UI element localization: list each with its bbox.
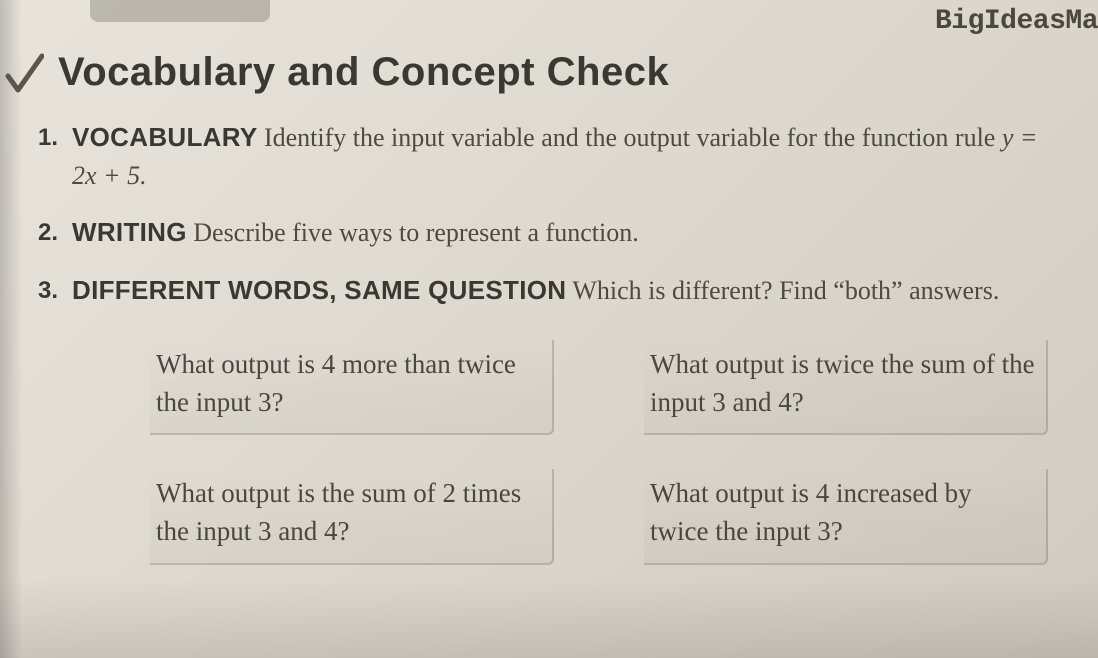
question-body: VOCABULARY Identify the input variable a… [72,119,1068,194]
question-text: Identify the input variable and the outp… [264,123,1002,152]
checkmark-icon [4,50,44,100]
page-content: Vocabulary and Concept Check 1. VOCABULA… [0,0,1098,585]
question-text: Describe five ways to represent a functi… [193,218,638,247]
option-box-3: What output is the sum of 2 times the in… [150,469,554,565]
option-box-4: What output is 4 increased by twice the … [644,469,1048,565]
question-body: WRITING Describe five ways to represent … [72,214,1068,252]
page-shade-bottom [0,578,1098,658]
option-box-1: What output is 4 more than twice the inp… [150,340,554,436]
question-number: 1. [38,119,72,156]
question-body: DIFFERENT WORDS, SAME QUESTION Which is … [72,272,1068,310]
question-number: 3. [38,272,72,309]
question-tag: DIFFERENT WORDS, SAME QUESTION [72,275,566,305]
question-2: 2. WRITING Describe five ways to represe… [38,214,1068,252]
section-title: Vocabulary and Concept Check [58,50,1068,95]
option-box-2: What output is twice the sum of the inpu… [644,340,1048,436]
question-1: 1. VOCABULARY Identify the input variabl… [38,119,1068,194]
option-grid: What output is 4 more than twice the inp… [150,340,1048,565]
tab-shadow [90,0,270,22]
question-tag: WRITING [72,217,187,247]
question-number: 2. [38,214,72,251]
question-text: Which is different? Find “both” answers. [572,276,999,305]
question-tag: VOCABULARY [72,122,257,152]
question-list: 1. VOCABULARY Identify the input variabl… [30,119,1068,310]
brand-text: BigIdeasMa [935,6,1098,37]
question-3: 3. DIFFERENT WORDS, SAME QUESTION Which … [38,272,1068,310]
